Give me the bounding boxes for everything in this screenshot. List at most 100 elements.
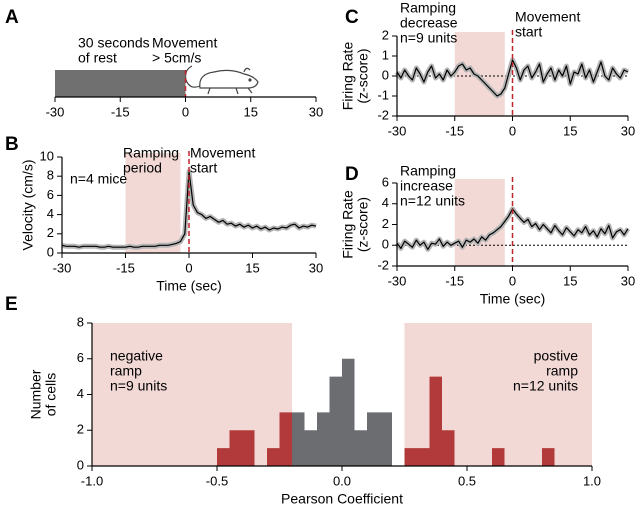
x-tick-label: 15: [244, 104, 258, 119]
y-axis-label: (z-score): [355, 197, 371, 252]
bar: [304, 430, 317, 466]
bar: [279, 412, 292, 466]
x-tick-label: -0.5: [206, 473, 228, 488]
annotation: start: [190, 160, 217, 176]
x-tick-label: -30: [388, 123, 407, 138]
bar: [492, 448, 505, 466]
x-tick-label: -15: [111, 104, 130, 119]
shaded-region: [454, 179, 505, 266]
annotation: start: [515, 24, 542, 40]
bar: [442, 430, 455, 466]
y-tick-label: 4: [77, 386, 84, 401]
y-tick-label: 0: [382, 67, 389, 82]
annotation: n=9 units: [400, 30, 457, 46]
y-tick-label: 6: [77, 350, 84, 365]
annotation: n=9 units: [110, 378, 167, 394]
y-tick-label: 6: [382, 174, 389, 189]
bar: [317, 412, 330, 466]
y-tick-label: 4: [382, 195, 389, 210]
annotation: decrease: [400, 15, 458, 31]
x-tick-label: 30: [309, 104, 323, 119]
bar: [342, 358, 355, 466]
x-tick-label: 0: [509, 123, 516, 138]
y-axis-label: Number: [28, 369, 44, 419]
x-tick-label: 1.0: [583, 473, 601, 488]
y-axis-label: Velocity (cm/s): [20, 159, 36, 250]
shaded-region: [92, 323, 292, 466]
x-tick-label: 30: [621, 273, 635, 288]
x-tick-label: 0: [182, 104, 189, 119]
x-tick-label: 30: [621, 123, 635, 138]
shaded-region: [125, 153, 181, 253]
x-tick-label: 0: [509, 273, 516, 288]
data-line: [396, 208, 629, 250]
bar: [417, 448, 430, 466]
x-axis-label: Pearson Coefficient: [281, 491, 403, 507]
annotation: Movement: [190, 145, 255, 161]
y-tick-label: 10: [40, 148, 54, 163]
x-tick-label: 30: [309, 260, 323, 275]
x-tick-label: -15: [445, 273, 464, 288]
y-tick-label: -1: [377, 87, 389, 102]
x-tick-label: 0.5: [458, 473, 476, 488]
panel-label: A: [5, 7, 19, 28]
bar: [404, 448, 417, 466]
annotation: n=12 units: [513, 378, 578, 394]
bar: [217, 448, 230, 466]
y-tick-label: 0: [382, 237, 389, 252]
x-tick-label: 15: [563, 123, 577, 138]
y-tick-label: 1: [382, 47, 389, 62]
x-tick-label: -15: [445, 123, 464, 138]
shaded-region: [454, 32, 505, 116]
mouse-icon: [185, 65, 259, 95]
y-tick-label: 8: [47, 168, 54, 183]
panel-label: E: [5, 294, 18, 315]
y-axis-label: Firing Rate: [340, 42, 356, 111]
annotation: n=4 mice: [70, 171, 127, 187]
bar: [367, 412, 380, 466]
panel-label: C: [345, 7, 359, 28]
x-tick-label: -30: [388, 273, 407, 288]
annotation: n=12 units: [400, 193, 465, 209]
y-axis-label: (z-score): [355, 48, 371, 103]
x-tick-label: 0.0: [333, 473, 351, 488]
annotation: postive: [534, 348, 579, 364]
y-tick-label: 0: [47, 244, 54, 259]
rest-bar: [55, 70, 186, 97]
data-line: [396, 59, 629, 97]
y-axis-label: Firing Rate: [340, 190, 356, 259]
annotation: ramp: [110, 363, 142, 379]
bar: [229, 430, 242, 466]
y-tick-label: -2: [377, 107, 389, 122]
x-tick-label: 15: [563, 273, 577, 288]
panel-label: B: [5, 134, 19, 155]
y-tick-label: -2: [377, 257, 389, 272]
x-tick-label: -30: [53, 260, 72, 275]
bar: [292, 412, 305, 466]
annotation: Ramping: [400, 0, 456, 16]
y-tick-label: 2: [47, 225, 54, 240]
bar: [242, 430, 255, 466]
bar: [429, 376, 442, 466]
x-tick-label: -30: [46, 104, 65, 119]
bar: [379, 412, 392, 466]
annotation: Ramping: [400, 163, 456, 179]
y-tick-label: 2: [382, 216, 389, 231]
annotation: increase: [400, 178, 453, 194]
bar: [354, 430, 367, 466]
y-tick-label: 2: [382, 27, 389, 42]
y-tick-label: 4: [47, 206, 54, 221]
bar: [267, 448, 280, 466]
annotation: period: [123, 160, 162, 176]
annotation: Movement: [515, 9, 580, 25]
annotation: 30 seconds: [78, 35, 150, 51]
panel-label: D: [345, 164, 359, 185]
annotation: Movement: [152, 35, 217, 51]
y-tick-label: 0: [77, 457, 84, 472]
x-axis-label: Time (sec): [156, 278, 222, 294]
bar: [542, 448, 555, 466]
y-tick-label: 2: [77, 422, 84, 437]
annotation: negative: [110, 348, 163, 364]
annotation: of rest: [78, 50, 117, 66]
